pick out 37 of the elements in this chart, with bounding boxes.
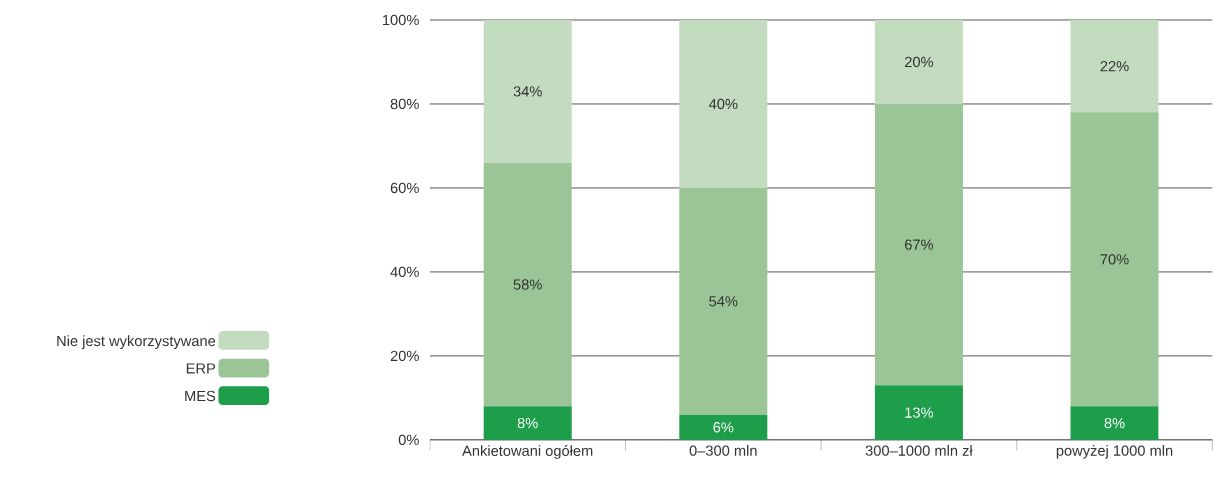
data-label: 67% xyxy=(905,239,934,251)
y-tick-label: 20% xyxy=(390,350,419,362)
y-tick-label: 80% xyxy=(390,99,419,110)
data-label: 8% xyxy=(517,418,538,429)
legend-label: MES xyxy=(185,391,216,402)
data-label: 40% xyxy=(708,99,738,110)
data-label: 54% xyxy=(709,296,738,307)
bar xyxy=(874,20,963,105)
x-tick-label: 300–1000 mln zł xyxy=(865,445,973,457)
legend-label: ERP xyxy=(186,363,216,374)
bar xyxy=(874,385,963,441)
bar xyxy=(679,414,768,441)
x-tick-label: 0–300 mln xyxy=(689,445,757,457)
x-tick-label: powyżej 1000 mln xyxy=(1056,445,1173,459)
data-label: 6% xyxy=(713,422,734,433)
data-label: 58% xyxy=(513,279,542,290)
data-label: 20% xyxy=(904,57,934,68)
data-label: 13% xyxy=(905,407,934,419)
data-label: 22% xyxy=(1100,61,1129,72)
bar xyxy=(483,406,572,441)
legend-label: Nie jest wykorzystywane xyxy=(57,335,216,350)
y-tick-label: 40% xyxy=(390,266,419,278)
y-tick-label: 100% xyxy=(383,15,419,26)
y-tick-label: 0% xyxy=(398,434,419,446)
bar xyxy=(679,20,768,189)
bar xyxy=(1070,406,1159,441)
data-label: 8% xyxy=(1104,418,1125,429)
bar xyxy=(483,20,572,163)
bar xyxy=(1070,20,1159,113)
data-label: 70% xyxy=(1100,254,1129,265)
bar xyxy=(1070,112,1159,407)
bar xyxy=(483,162,572,407)
y-tick-label: 60% xyxy=(390,183,419,194)
bar xyxy=(874,104,963,386)
bar xyxy=(679,188,768,415)
x-tick-label: Ankietowani ogółem xyxy=(462,445,593,460)
data-label: 34% xyxy=(513,86,542,97)
